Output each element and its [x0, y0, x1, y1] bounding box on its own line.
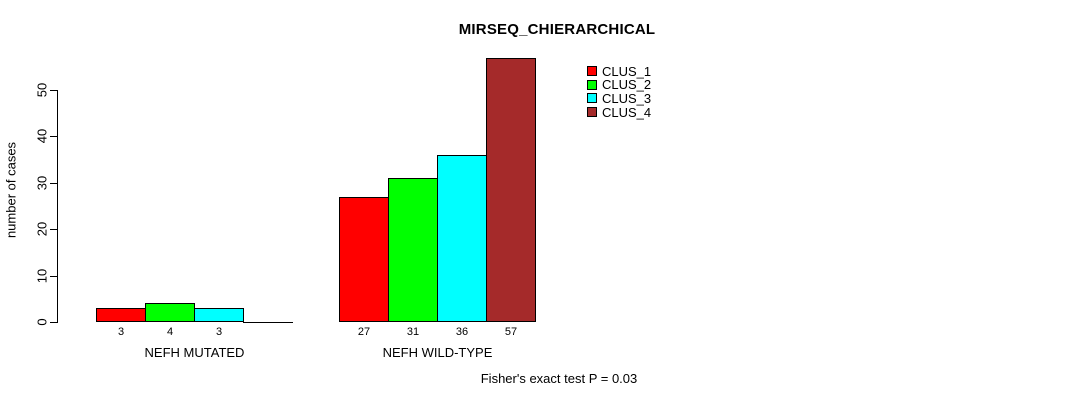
stat-test-annotation: Fisher's exact test P = 0.03 [480, 371, 638, 386]
bar-value-label: 4 [166, 326, 174, 338]
y-tick-label: 50 [34, 82, 50, 98]
y-tick-mark [50, 182, 57, 184]
legend-color-swatch [587, 66, 597, 76]
legend-label: CLUS_4 [602, 104, 652, 120]
bar [145, 303, 195, 322]
legend-color-swatch [587, 107, 597, 118]
y-axis-line [57, 90, 58, 323]
bar [194, 308, 244, 322]
y-axis-title: number of cases [3, 141, 19, 239]
bar [388, 178, 438, 322]
y-tick-label: 0 [34, 318, 50, 326]
bar-value-label: 57 [504, 326, 518, 338]
bar-value-label: 3 [215, 326, 223, 338]
bar [339, 197, 389, 322]
y-tick-mark [50, 322, 57, 323]
legend-item: CLUS_3 [587, 90, 652, 106]
group-label: NEFH WILD-TYPE [382, 345, 493, 360]
bar [243, 322, 293, 323]
bar-value-label: 36 [455, 326, 469, 338]
y-tick-label: 20 [34, 221, 50, 237]
legend-item: CLUS_4 [587, 104, 652, 120]
legend-label: CLUS_2 [602, 77, 652, 93]
y-tick-mark [50, 229, 57, 231]
chart-title: MIRSEQ_CHIERARCHICAL [458, 21, 656, 38]
legend-color-swatch [587, 93, 597, 104]
legend-color-swatch [587, 79, 597, 90]
y-tick-mark [50, 136, 57, 138]
bar-value-label: 3 [117, 326, 125, 338]
bar-value-label: 31 [406, 326, 420, 338]
legend-label: CLUS_3 [602, 90, 652, 106]
bar [486, 58, 536, 322]
y-tick-label: 30 [34, 175, 50, 191]
bar [437, 155, 487, 322]
bar [96, 308, 146, 322]
y-tick-mark [50, 275, 57, 277]
y-tick-label: 40 [34, 129, 50, 144]
legend-item: CLUS_2 [587, 77, 652, 93]
bar-value-label: 27 [357, 326, 371, 338]
y-tick-label: 10 [34, 268, 50, 283]
legend-label: CLUS_1 [602, 63, 652, 79]
group-label: NEFH MUTATED [144, 345, 245, 360]
legend-item: CLUS_1 [587, 63, 652, 79]
y-tick-mark [50, 90, 57, 91]
